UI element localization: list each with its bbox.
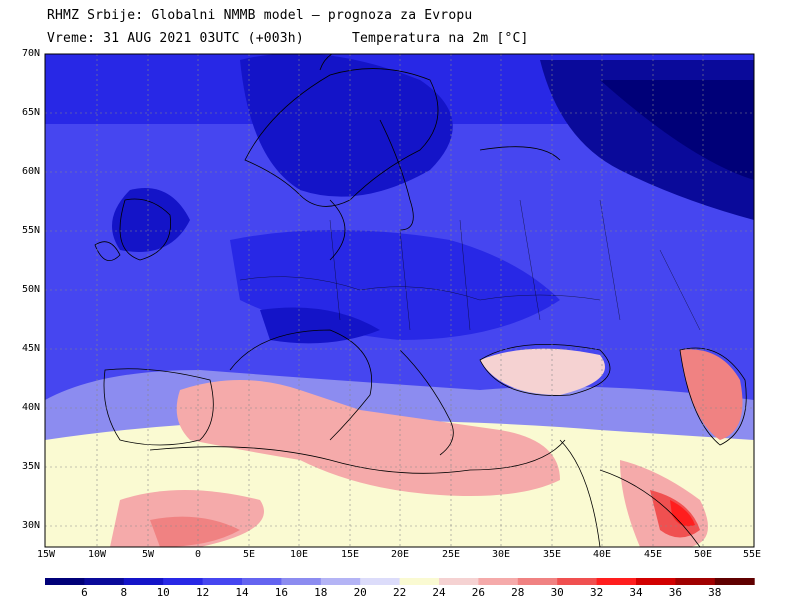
colorbar-label: 26 — [471, 586, 486, 599]
colorbar-label: 32 — [589, 586, 604, 599]
map-frame — [44, 53, 755, 548]
lon-label: 10E — [289, 549, 309, 560]
lon-label: 5E — [242, 549, 256, 560]
colorbar-label: 28 — [511, 586, 525, 599]
colorbar-label: 38 — [708, 586, 722, 599]
lon-label: 10W — [87, 549, 107, 560]
lon-label: 35E — [542, 549, 562, 560]
lat-label: 70N — [21, 48, 40, 59]
lon-label: 50E — [693, 549, 713, 560]
lat-label: 65N — [21, 107, 40, 118]
lon-label: 40E — [592, 549, 612, 560]
colorbar-label: 8 — [120, 586, 128, 599]
colorbar-swatch — [360, 578, 401, 585]
lon-label: 25E — [441, 549, 461, 560]
colorbar-swatch — [320, 578, 361, 585]
colorbar-swatch — [281, 578, 322, 585]
map-field — [45, 54, 754, 547]
lon-label: 30E — [491, 549, 511, 560]
lon-label: 20E — [390, 549, 410, 560]
colorbar-swatch — [714, 578, 755, 585]
lon-label: 15W — [36, 549, 56, 560]
colorbar-swatch — [478, 578, 519, 585]
colorbar-label: 14 — [235, 586, 249, 599]
colorbar-label: 16 — [274, 586, 289, 599]
colorbar-swatch — [557, 578, 598, 585]
colorbar-swatch — [242, 578, 282, 585]
lon-label: 5W — [141, 549, 155, 560]
colorbar-label: 24 — [432, 586, 446, 599]
colorbar-swatch — [439, 578, 479, 585]
colorbar-label: 18 — [314, 586, 328, 599]
lat-label: 50N — [21, 284, 40, 295]
colorbar-label: 20 — [353, 586, 367, 599]
lat-label: 35N — [21, 461, 40, 472]
lat-label: 40N — [21, 402, 40, 413]
colorbar-swatch — [399, 578, 440, 585]
map-title-time: Vreme: 31 AUG 2021 03UTC (+003h) — [47, 31, 304, 46]
lon-label: 0 — [194, 549, 202, 560]
colorbar-swatch — [123, 578, 164, 585]
colorbar-label: 22 — [392, 586, 407, 599]
lat-label: 55N — [21, 225, 40, 236]
map-title-line1: RHMZ Srbije: Globalni NMMB model — progn… — [47, 8, 473, 23]
graticule — [45, 54, 754, 547]
colorbar-label: 12 — [195, 586, 210, 599]
colorbar-swatch — [84, 578, 125, 585]
colorbar-label: 6 — [81, 586, 88, 599]
colorbar-swatch — [202, 578, 243, 585]
colorbar — [45, 578, 755, 585]
lat-label: 45N — [21, 343, 40, 354]
lon-label: 15E — [340, 549, 360, 560]
lat-label: 30N — [21, 520, 40, 531]
lon-label: 45E — [643, 549, 663, 560]
colorbar-swatch — [163, 578, 204, 585]
colorbar-swatch — [596, 578, 637, 585]
map-title-variable: Temperatura na 2m [°C] — [352, 31, 529, 46]
colorbar-swatch — [517, 578, 558, 585]
colorbar-label: 34 — [629, 586, 643, 599]
colorbar-swatch — [636, 578, 676, 585]
colorbar-label: 30 — [550, 586, 564, 599]
lat-label: 60N — [21, 166, 40, 177]
lon-label: 55E — [742, 549, 762, 560]
colorbar-swatch — [45, 578, 85, 585]
colorbar-label: 36 — [668, 586, 683, 599]
colorbar-swatch — [675, 578, 716, 585]
colorbar-label: 10 — [156, 586, 170, 599]
